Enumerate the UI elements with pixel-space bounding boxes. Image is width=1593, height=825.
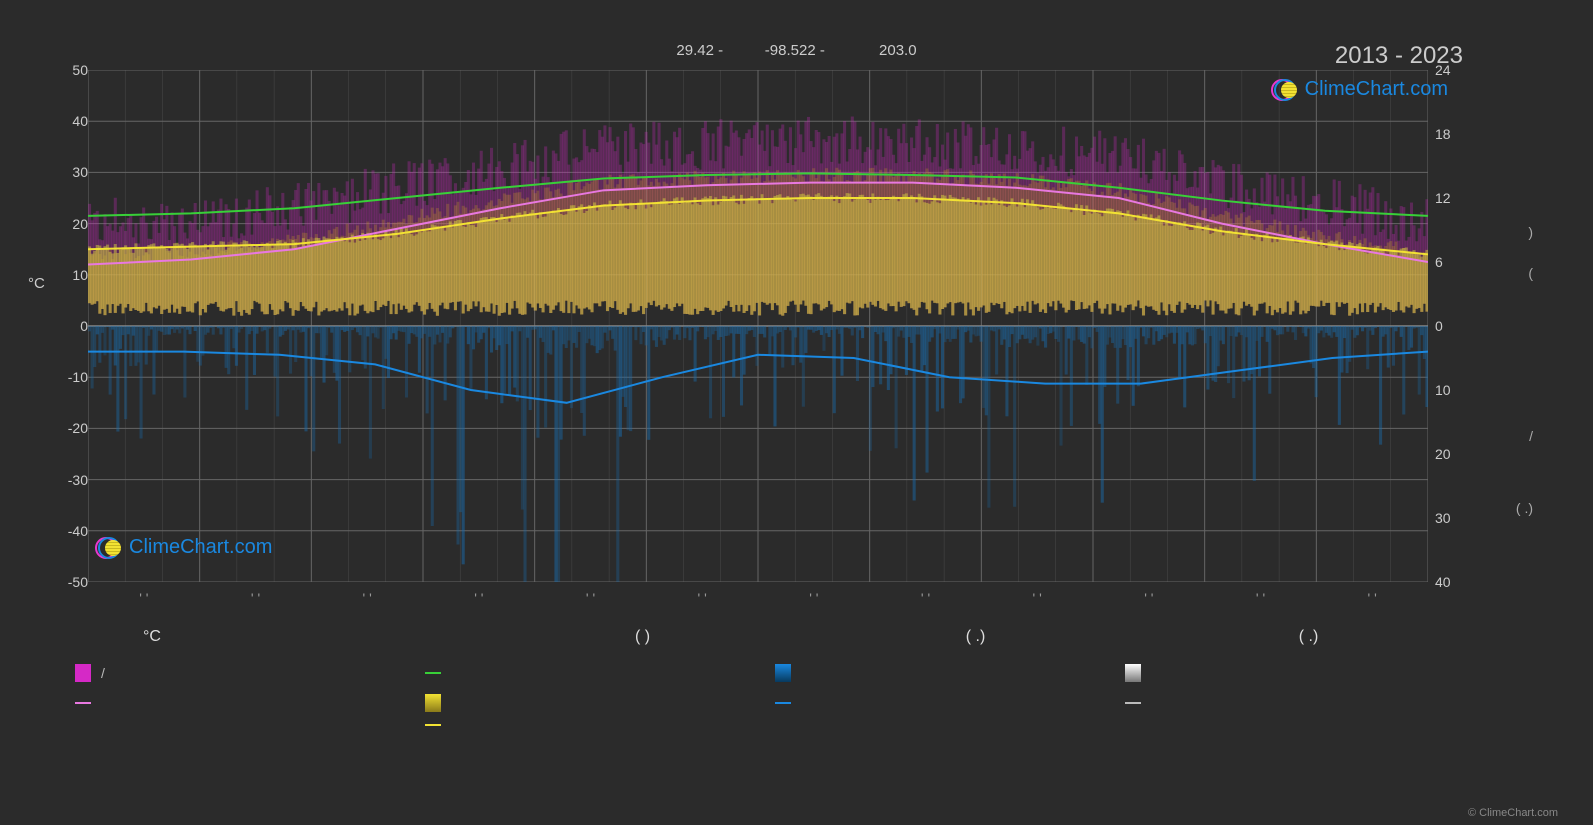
climate-chart[interactable]: [88, 70, 1428, 582]
legend: °C ( ) ( .) ( .) /: [75, 628, 1475, 738]
legend-item-blue-line: [775, 694, 1125, 712]
footer: © ClimeChart.com: [1468, 807, 1558, 819]
legend-row-1: /: [75, 664, 1475, 682]
legend-head-3: ( .): [809, 628, 1142, 646]
legend-header: °C ( ) ( .) ( .): [75, 628, 1475, 646]
logo-text-tr: ClimeChart.com: [1305, 78, 1448, 101]
x-ticks: ' '' '' '' '' '' '' '' '' '' '' '' ': [88, 590, 1428, 610]
legend-item-blue-box: [775, 664, 1125, 682]
legend-head-4: ( .): [1142, 628, 1475, 646]
legend-head-1: °C: [75, 628, 476, 646]
lon-value: -98.522 -: [765, 42, 825, 59]
lat-value: 29.42 -: [676, 42, 723, 59]
legend-item-yellow-box: [425, 694, 775, 712]
legend-item-magenta-box: /: [75, 664, 425, 682]
legend-row-2: [75, 694, 1475, 712]
climechart-logo-icon: [1271, 79, 1299, 101]
right-decorations: )(/( .): [1503, 70, 1533, 582]
legend-item-violet-line: [75, 694, 425, 712]
y-right-ticks: 2418126010203040: [1435, 70, 1465, 582]
legend-item-grey-line: [1125, 694, 1475, 712]
legend-head-2: ( ): [476, 628, 809, 646]
left-axis-label: °C: [28, 275, 45, 292]
legend-item-white-box: [1125, 664, 1475, 682]
climechart-logo-icon: [95, 537, 123, 559]
y-left-ticks: 50403020100-10-20-30-40-50: [48, 70, 88, 582]
legend-item-yellow-line: [425, 724, 775, 726]
logo-text-bl: ClimeChart.com: [129, 536, 272, 559]
logo-bottom-left: ClimeChart.com: [95, 536, 272, 559]
legend-row-3: [75, 724, 1475, 726]
legend-item-green-line: [425, 664, 775, 682]
elev-value: 203.0: [879, 42, 917, 59]
logo-top-right: ClimeChart.com: [1271, 78, 1448, 101]
